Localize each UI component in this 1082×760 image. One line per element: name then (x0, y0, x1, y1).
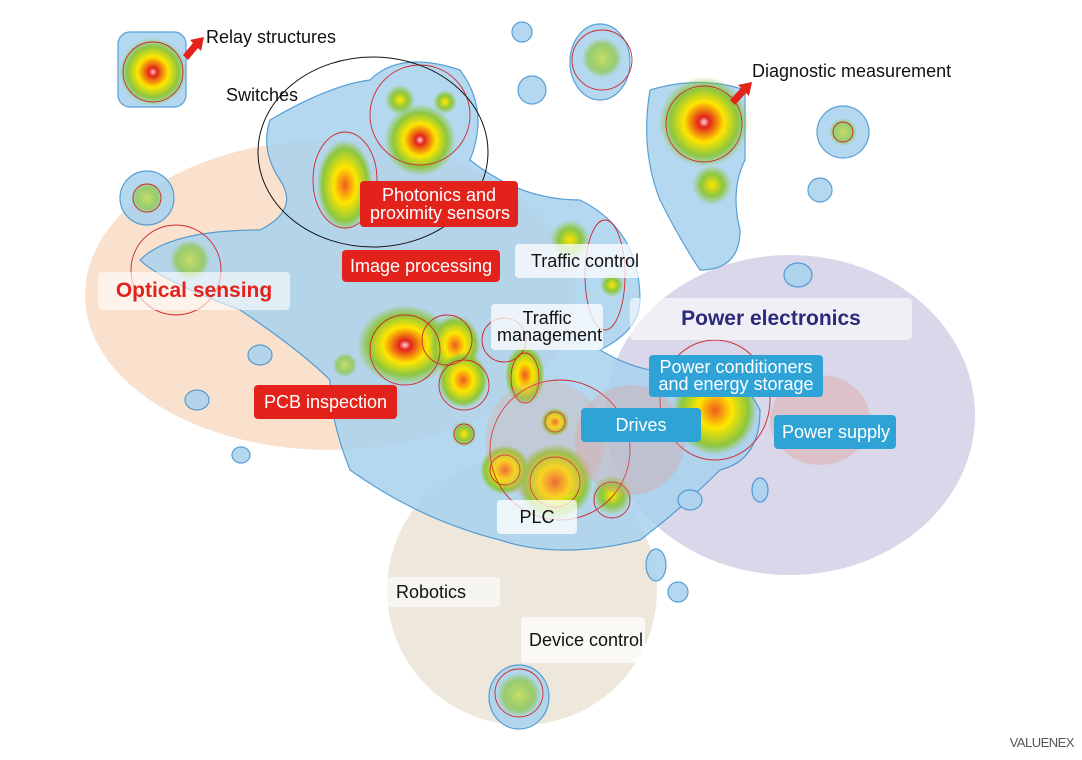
tag-pcb-inspection: PCB inspection (254, 385, 398, 419)
switches-ring (257, 56, 489, 248)
callout-relay-structures: Relay structures (206, 27, 337, 47)
tag-power-supply: Power supply (774, 415, 896, 449)
valuenex-logo: VALUENEX (1009, 735, 1075, 750)
tag-plc: PLC (497, 500, 577, 534)
tag-image-processing: Image processing (342, 250, 501, 282)
arrow-icon (183, 37, 752, 105)
tag-line: Traffic (522, 308, 572, 328)
callout-diagnostic-measurement: Diagnostic measurement (752, 61, 952, 81)
tag-line: management (497, 325, 603, 345)
region-label-optical-sensing: Optical sensing (98, 272, 290, 310)
tag-traffic-control: Traffic control (515, 244, 655, 278)
callout-switches: Switches (226, 85, 299, 105)
tag-device-control: Device control (521, 617, 645, 663)
tag-power-conditioners-energy-storage: Power conditioners and energy storage (649, 355, 823, 397)
tag-traffic-management: Traffic management (491, 304, 603, 350)
tag-line: Photonics and (381, 185, 497, 205)
tag-photonics-proximity-sensors: Photonics and proximity sensors (360, 181, 518, 227)
tag-drives: Drives (581, 408, 701, 442)
region-label-robotics: Robotics (386, 577, 500, 607)
tag-line: Power conditioners (659, 357, 813, 377)
cluster-rings (122, 29, 854, 718)
tag-line: and energy storage (658, 374, 814, 394)
tag-line: proximity sensors (370, 203, 511, 223)
region-label-power-electronics: Power electronics (630, 298, 912, 340)
